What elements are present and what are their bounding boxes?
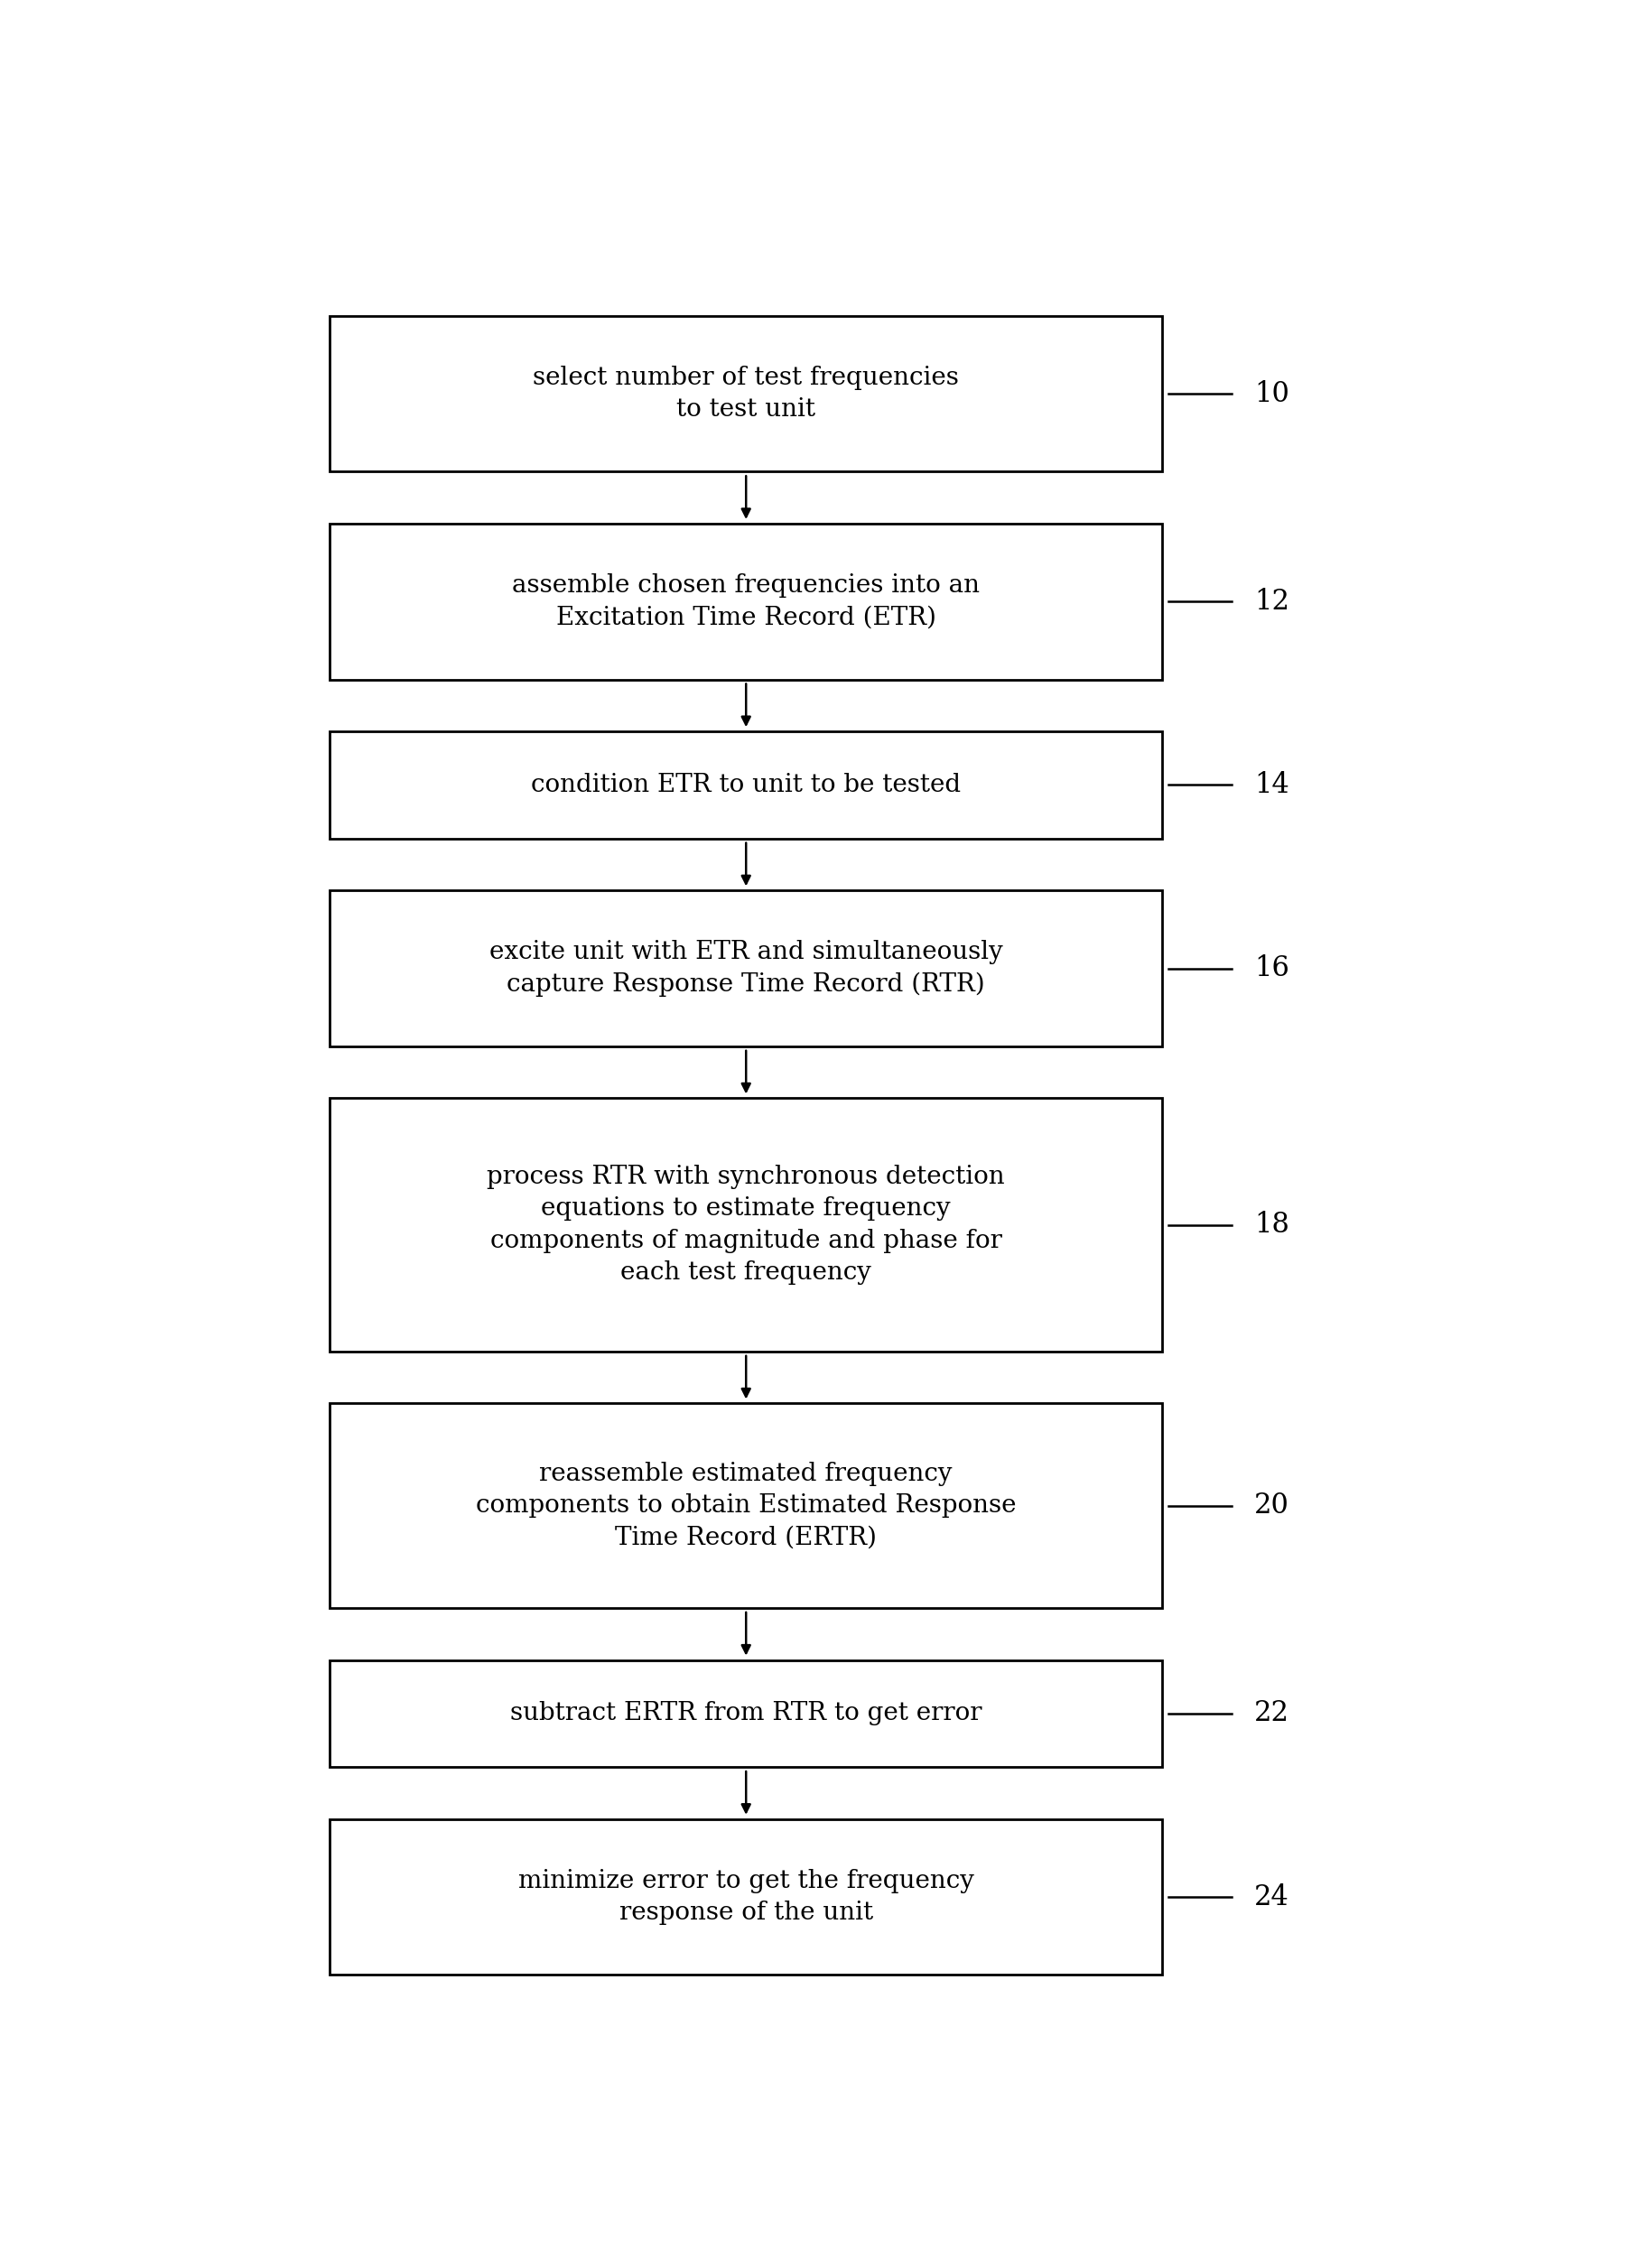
Bar — [329, 1819, 1162, 1975]
Bar — [329, 1404, 1162, 1608]
Bar — [329, 315, 1162, 472]
Text: excite unit with ETR and simultaneously
capture Response Time Record (RTR): excite unit with ETR and simultaneously … — [490, 939, 1003, 998]
Text: 10: 10 — [1255, 379, 1289, 408]
Text: minimize error to get the frequency
response of the unit: minimize error to get the frequency resp… — [518, 1869, 974, 1926]
Bar — [329, 524, 1162, 680]
Text: 20: 20 — [1255, 1492, 1289, 1520]
Text: select number of test frequencies
to test unit: select number of test frequencies to tes… — [532, 365, 959, 422]
Text: 24: 24 — [1255, 1882, 1289, 1912]
Text: assemble chosen frequencies into an
Excitation Time Record (ETR): assemble chosen frequencies into an Exci… — [513, 574, 980, 631]
Text: subtract ERTR from RTR to get error: subtract ERTR from RTR to get error — [510, 1701, 982, 1726]
Text: 16: 16 — [1255, 955, 1289, 982]
Bar — [329, 891, 1162, 1046]
Bar — [329, 1098, 1162, 1352]
Bar — [329, 730, 1162, 839]
Text: process RTR with synchronous detection
equations to estimate frequency
component: process RTR with synchronous detection e… — [487, 1166, 1004, 1286]
Text: 18: 18 — [1255, 1211, 1289, 1238]
Text: 22: 22 — [1255, 1699, 1289, 1728]
Text: 14: 14 — [1255, 771, 1289, 798]
Text: 12: 12 — [1255, 587, 1289, 615]
Bar — [329, 1660, 1162, 1767]
Text: condition ETR to unit to be tested: condition ETR to unit to be tested — [531, 773, 961, 796]
Text: reassemble estimated frequency
components to obtain Estimated Response
Time Reco: reassemble estimated frequency component… — [475, 1461, 1016, 1549]
